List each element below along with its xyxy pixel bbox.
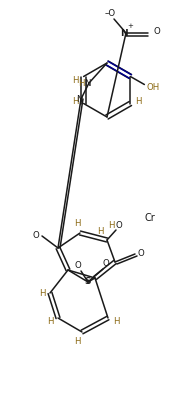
Text: +: +	[127, 23, 133, 29]
Text: H: H	[108, 220, 114, 229]
Text: H: H	[113, 318, 119, 326]
Text: O: O	[33, 231, 39, 241]
Text: N: N	[84, 79, 90, 89]
Text: O: O	[75, 262, 81, 270]
Text: O: O	[138, 249, 144, 258]
Text: O: O	[103, 260, 109, 268]
Text: OH: OH	[147, 83, 160, 92]
Text: H: H	[74, 220, 80, 228]
Text: N: N	[120, 29, 128, 37]
Text: Cr: Cr	[145, 213, 155, 223]
Text: H: H	[72, 97, 79, 106]
Text: –O: –O	[105, 10, 116, 18]
Text: H: H	[135, 97, 142, 106]
Text: H: H	[39, 289, 45, 297]
Text: H: H	[78, 79, 84, 89]
Text: H: H	[47, 318, 53, 326]
Text: S: S	[85, 278, 91, 286]
Text: O: O	[116, 220, 122, 229]
Text: H: H	[97, 228, 103, 236]
Text: O: O	[154, 27, 160, 37]
Text: H: H	[72, 76, 79, 85]
Text: N: N	[76, 95, 82, 105]
Text: H: H	[74, 338, 80, 346]
